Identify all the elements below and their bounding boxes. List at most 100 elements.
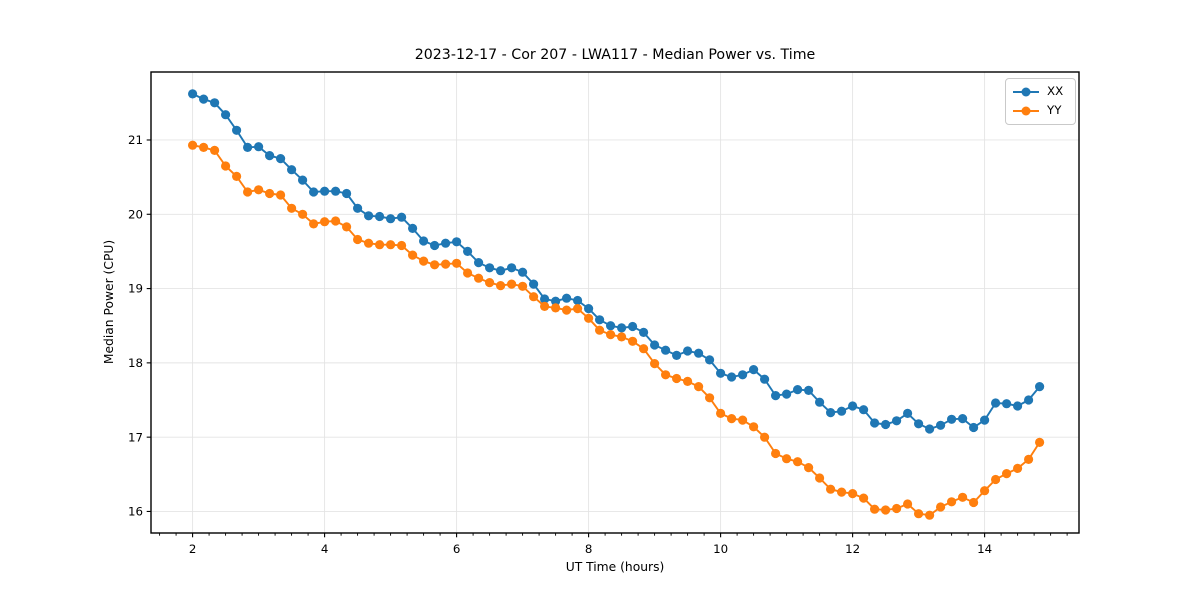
data-point-XX — [397, 212, 407, 222]
data-point-XX — [903, 408, 913, 418]
data-point-YY — [947, 497, 957, 507]
data-point-XX — [650, 340, 660, 350]
data-point-XX — [749, 365, 759, 375]
data-point-XX — [419, 236, 429, 246]
data-point-XX — [188, 89, 198, 99]
data-point-XX — [364, 211, 374, 221]
data-point-YY — [760, 432, 770, 442]
series-line-XX — [191, 92, 1041, 430]
data-point-YY — [738, 415, 748, 425]
data-point-YY — [276, 190, 286, 200]
x-tick-label: 6 — [453, 542, 461, 556]
data-point-XX — [562, 293, 572, 303]
data-point-XX — [661, 345, 671, 355]
data-point-YY — [441, 259, 451, 269]
y-tick-label: 20 — [128, 207, 143, 221]
data-point-XX — [991, 398, 1001, 408]
data-point-YY — [848, 489, 858, 499]
data-point-XX — [298, 175, 308, 185]
data-point-XX — [870, 418, 880, 428]
data-point-YY — [584, 313, 594, 323]
data-point-YY — [309, 219, 319, 229]
data-point-XX — [441, 238, 451, 248]
x-tick-label: 4 — [321, 542, 329, 556]
data-point-YY — [804, 463, 814, 473]
data-point-XX — [474, 258, 484, 268]
data-point-XX — [727, 372, 737, 382]
data-point-XX — [639, 327, 649, 337]
data-point-YY — [331, 216, 341, 226]
data-point-YY — [320, 217, 330, 227]
data-point-YY — [958, 492, 968, 502]
data-point-YY — [705, 393, 715, 403]
data-point-XX — [375, 211, 385, 222]
data-point-YY — [1002, 469, 1012, 479]
data-point-YY — [991, 474, 1001, 485]
data-point-XX — [496, 266, 506, 276]
y-tick-label: 17 — [128, 430, 143, 444]
data-point-YY — [749, 422, 759, 432]
data-point-XX — [342, 188, 352, 199]
data-point-YY — [1035, 437, 1045, 447]
data-point-YY — [672, 373, 682, 384]
data-point-XX — [276, 154, 286, 164]
data-point-YY — [661, 370, 671, 380]
data-point-YY — [1013, 463, 1023, 473]
data-point-YY — [892, 503, 902, 514]
data-point-XX — [892, 416, 902, 426]
axes-spines — [150, 71, 1080, 534]
data-point-YY — [397, 240, 407, 251]
data-point-XX — [815, 397, 825, 407]
data-point-YY — [870, 504, 880, 514]
data-point-YY — [375, 240, 385, 250]
data-point-XX — [265, 151, 275, 161]
legend-label: YY — [1047, 103, 1062, 118]
data-point-YY — [507, 279, 517, 289]
data-point-YY — [243, 187, 253, 197]
data-point-XX — [925, 424, 935, 434]
data-point-YY — [793, 457, 803, 467]
data-point-XX — [826, 408, 836, 418]
data-point-XX — [243, 142, 253, 152]
data-point-YY — [859, 493, 869, 503]
data-point-YY — [606, 330, 616, 340]
data-point-YY — [771, 448, 781, 459]
data-point-YY — [540, 301, 550, 311]
y-tick-label: 16 — [128, 505, 143, 519]
y-tick-label: 21 — [128, 133, 143, 147]
data-point-YY — [364, 238, 374, 248]
data-point-XX — [1024, 395, 1034, 405]
data-point-XX — [958, 414, 968, 424]
data-point-YY — [595, 325, 605, 335]
data-point-YY — [430, 260, 440, 270]
data-point-XX — [716, 368, 726, 378]
data-point-XX — [551, 296, 561, 306]
data-point-XX — [837, 406, 847, 416]
data-point-YY — [650, 359, 660, 369]
data-point-YY — [287, 203, 297, 213]
data-point-XX — [309, 187, 319, 197]
legend-entry-YY: YY — [1013, 103, 1069, 119]
data-point-XX — [1035, 382, 1045, 392]
y-tick-label: 18 — [128, 356, 143, 370]
x-tick-label: 2 — [189, 542, 197, 556]
legend-entry-XX: XX — [1013, 84, 1069, 100]
data-point-XX — [628, 321, 638, 332]
data-point-XX — [969, 422, 979, 433]
x-tick-label: 12 — [845, 542, 860, 556]
data-point-YY — [617, 332, 627, 342]
data-point-XX — [859, 405, 869, 415]
data-point-XX — [573, 295, 583, 306]
data-point-YY — [485, 278, 495, 288]
data-point-XX — [221, 110, 231, 120]
data-point-YY — [463, 268, 473, 278]
data-point-XX — [353, 203, 363, 213]
data-point-YY — [452, 258, 462, 268]
data-point-YY — [353, 234, 363, 245]
data-point-YY — [386, 240, 396, 250]
chart-title: 2023-12-17 - Cor 207 - LWA117 - Median P… — [414, 47, 816, 63]
legend-line-marker-icon — [1013, 106, 1039, 117]
data-point-YY — [914, 509, 924, 519]
